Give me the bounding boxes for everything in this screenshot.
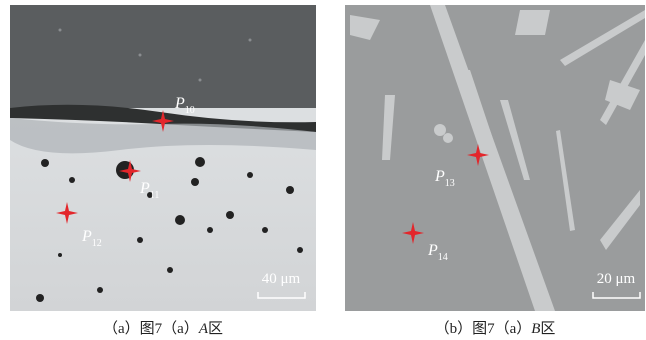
panel-b-image xyxy=(345,5,645,311)
caption: （a）图7（a）A区 xyxy=(103,320,223,337)
caption: （b）图7（a）B区 xyxy=(435,320,556,337)
scale-bar-label: 40 μm xyxy=(262,271,301,287)
figure: P10 P11 P12 P13 P14 40 μm 20 μm （a）图7（a）… xyxy=(0,0,646,340)
panel-a-image xyxy=(10,5,316,311)
scale-bar-label: 20 μm xyxy=(597,271,636,287)
